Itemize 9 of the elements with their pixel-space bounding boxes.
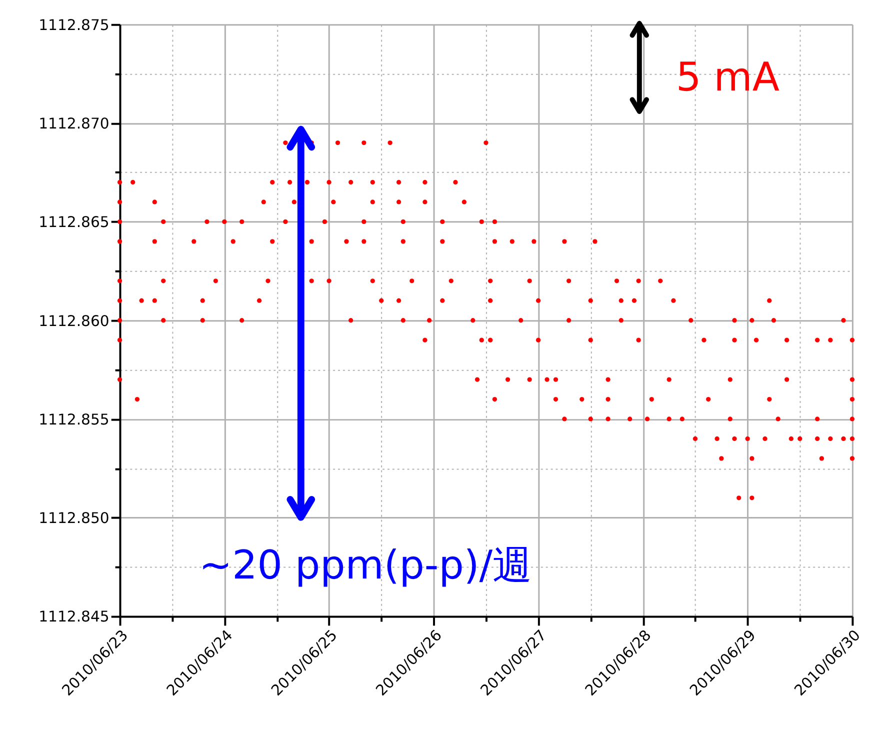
y-tick-label: 1112.870	[38, 115, 110, 132]
y-tick-label: 1112.850	[38, 510, 110, 528]
y-tick-label: 1112.875	[38, 16, 110, 34]
y-tick-label: 1112.855	[38, 411, 110, 428]
y-tick-label: 1112.860	[38, 312, 110, 330]
y-tick-label: 1112.865	[38, 214, 110, 232]
y-tick-label: 1112.845	[38, 608, 110, 626]
annotation: 5 mA	[676, 54, 780, 101]
annotation: ~20 ppm(p-p)/週	[198, 542, 533, 589]
